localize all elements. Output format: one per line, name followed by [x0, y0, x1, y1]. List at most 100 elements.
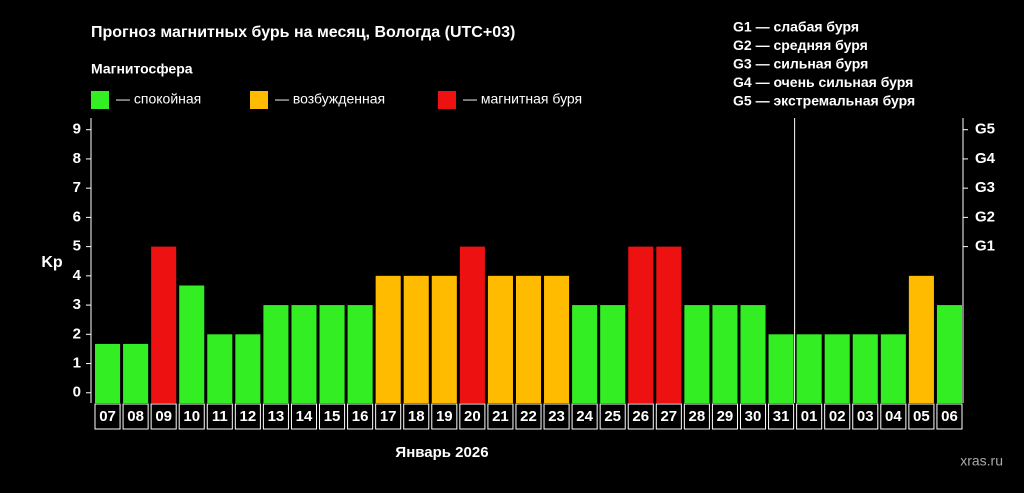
category-box: [319, 403, 346, 430]
bar: [824, 334, 850, 403]
bar: [235, 334, 261, 403]
x-tick-label: 27: [660, 408, 677, 425]
category-box: [852, 403, 879, 430]
g-scale-item: G5 — экстремальная буря: [733, 93, 915, 109]
y2-tick-label: G2: [975, 208, 995, 225]
bar: [936, 305, 962, 403]
category-box: [150, 403, 177, 430]
category-box: [403, 403, 430, 430]
bar: [179, 285, 205, 403]
x-tick-label: 04: [885, 408, 902, 425]
x-tick-label: 09: [155, 408, 172, 425]
y-tick-label: 4: [73, 267, 82, 284]
category-box: [627, 403, 654, 430]
category-box: [543, 403, 570, 430]
x-tick-label: 30: [745, 408, 762, 425]
bar: [712, 305, 738, 403]
x-tick-label: 12: [240, 408, 257, 425]
y-tick-label: 3: [73, 296, 81, 313]
x-tick-label: 20: [464, 408, 481, 425]
g-scale-item: G3 — сильная буря: [733, 56, 868, 72]
category-box: [599, 403, 626, 430]
chart-title: Прогноз магнитных бурь на месяц, Вологда…: [91, 24, 515, 41]
legend-swatch: [250, 91, 268, 109]
category-box: [178, 403, 205, 430]
y-tick-label: 6: [73, 208, 81, 225]
bar: [768, 334, 794, 403]
y-axis-label: Kp: [41, 254, 63, 271]
x-tick-label: 01: [801, 408, 818, 425]
y-tick-label: 8: [73, 150, 81, 167]
category-box: [711, 403, 738, 430]
x-tick-label: 15: [324, 408, 341, 425]
category-box: [796, 403, 823, 430]
x-tick-label: 05: [913, 408, 930, 425]
x-tick-label: 03: [857, 408, 874, 425]
y-tick-label: 9: [73, 121, 81, 138]
category-box: [655, 403, 682, 430]
x-tick-label: 23: [548, 408, 565, 425]
category-box: [290, 403, 318, 430]
x-tick-label: 11: [212, 408, 228, 425]
bar: [207, 334, 233, 403]
bar: [515, 275, 542, 403]
x-tick-label: 19: [436, 408, 453, 425]
legend-label: — магнитная буря: [463, 91, 582, 107]
bar: [123, 343, 149, 403]
bar: [880, 334, 906, 403]
bar: [95, 343, 121, 403]
category-box: [347, 403, 374, 430]
bar: [347, 305, 373, 403]
bar: [263, 305, 289, 403]
bar: [291, 305, 317, 403]
x-tick-label: 22: [520, 408, 537, 425]
y2-tick-label: G5: [975, 121, 995, 138]
legend-label: — возбужденная: [275, 91, 385, 107]
category-box: [515, 403, 542, 430]
g-scale-item: G4 — очень сильная буря: [733, 74, 913, 90]
category-box: [122, 403, 149, 430]
bar: [459, 246, 485, 403]
x-tick-label: 24: [576, 408, 593, 425]
category-box: [234, 403, 261, 430]
bar: [684, 305, 710, 403]
g-scale-item: G1 — слабая буря: [733, 19, 859, 35]
bar: [628, 246, 654, 403]
bar: [656, 246, 682, 403]
bar: [600, 305, 626, 403]
y2-tick-label: G1: [975, 238, 995, 255]
category-box: [824, 403, 851, 430]
x-tick-label: 31: [773, 408, 790, 425]
x-tick-label: 26: [632, 408, 649, 425]
legend-label: — спокойная: [116, 91, 201, 107]
x-tick-label: 13: [268, 408, 285, 425]
x-axis-label: Январь 2026: [395, 444, 488, 461]
bar: [431, 275, 457, 403]
category-box: [206, 403, 233, 430]
bar: [375, 275, 401, 403]
legend-swatch: [438, 91, 456, 109]
bar: [572, 305, 598, 403]
x-tick-label: 07: [99, 408, 116, 425]
y-tick-label: 0: [73, 384, 81, 401]
bar: [487, 275, 513, 403]
bar: [151, 246, 177, 403]
x-tick-label: 14: [296, 408, 313, 425]
watermark: xras.ru: [960, 453, 1003, 469]
bar: [908, 275, 934, 403]
category-box: [571, 403, 598, 430]
category-box: [487, 403, 514, 430]
x-tick-label: 28: [689, 408, 706, 425]
category-box: [683, 403, 710, 430]
category-box: [768, 403, 795, 430]
y2-tick-label: G4: [975, 150, 996, 167]
legend-title: Магнитосфера: [91, 61, 193, 77]
x-tick-label: 18: [408, 408, 425, 425]
y2-tick-label: G3: [975, 179, 995, 196]
x-tick-label: 17: [380, 408, 397, 425]
category-box: [739, 403, 767, 430]
x-tick-label: 21: [492, 408, 509, 425]
category-box: [375, 403, 402, 430]
category-box: [431, 403, 458, 430]
